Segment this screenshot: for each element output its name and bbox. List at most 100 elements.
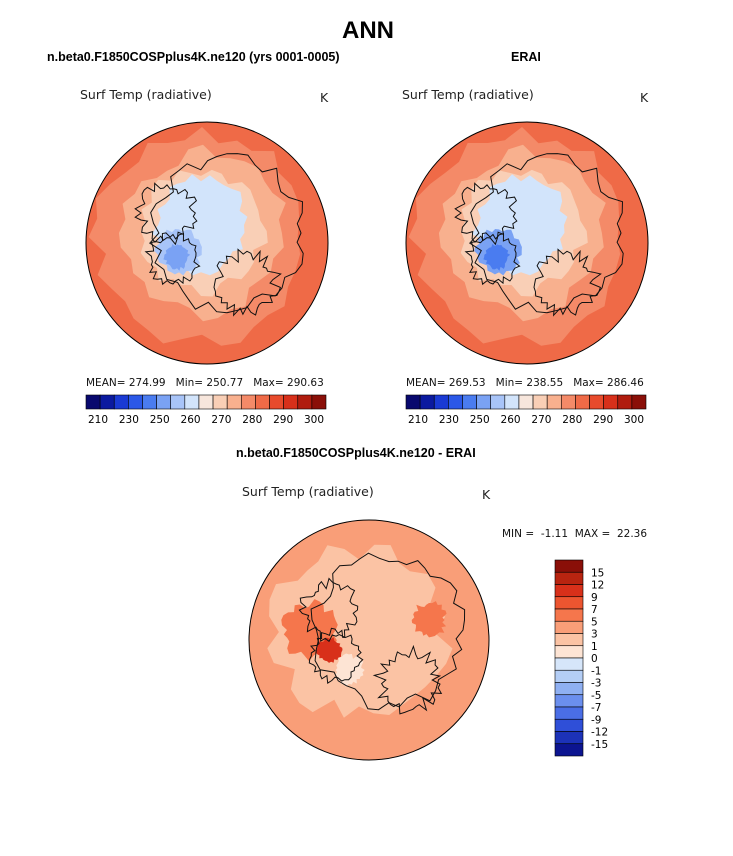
colorbar-1-tick-label: 260 <box>181 414 201 426</box>
colorbar-2-cell <box>490 394 506 410</box>
min-label: MIN = <box>502 528 535 540</box>
colorbar-3-tick-label: 5 <box>591 616 598 628</box>
colorbar-3-tick-label: -9 <box>591 714 601 726</box>
panel-3-variable-label: Surf Temp (radiative) <box>242 484 374 499</box>
panel-3-map <box>248 519 490 761</box>
panel-2-title: ERAI <box>511 50 541 64</box>
colorbar-3-cell <box>554 669 584 683</box>
min-label: Min= <box>175 377 204 389</box>
colorbar-2-cell <box>405 394 421 410</box>
panel-2-coastline <box>533 248 602 317</box>
colorbar-2-tick-label: 250 <box>470 414 490 426</box>
colorbar-3-cell <box>554 743 584 757</box>
panel-2-units: K <box>640 90 649 105</box>
colorbar-2-cell <box>476 394 492 410</box>
panel-3-coastline <box>310 552 466 711</box>
panel-3-stats: MIN = -1.11 MAX = 22.36 <box>502 528 647 540</box>
max-label: MAX = <box>574 528 611 540</box>
colorbar-3-tick-label: -5 <box>591 690 601 702</box>
colorbar-2-cell <box>462 394 477 410</box>
colorbar-1-cell <box>184 394 200 410</box>
colorbar-2-cell <box>504 394 520 410</box>
max-value: 22.36 <box>616 528 648 540</box>
colorbar-1-tick-label: 230 <box>119 414 139 426</box>
colorbar-1-cell <box>113 394 129 410</box>
max-value: 290.63 <box>287 377 324 389</box>
colorbar-1-cell <box>142 394 157 410</box>
colorbar-3-cell <box>554 731 584 745</box>
mean-value: 274.99 <box>128 377 166 389</box>
panel-2-coastline <box>469 153 624 314</box>
colorbar-3-cell <box>554 620 584 634</box>
panel-2-map <box>405 121 649 365</box>
colorbar-3-cell <box>554 694 584 708</box>
mean-label: MEAN= <box>86 377 126 389</box>
colorbar-3-cell <box>554 608 584 622</box>
colorbar-2-tick-label: 260 <box>501 414 521 426</box>
colorbar-3-cell <box>554 657 584 671</box>
colorbar-1-cell <box>283 394 299 410</box>
colorbar-2-cell <box>560 394 576 410</box>
panel-1-coastline <box>149 153 304 314</box>
colorbar-3-cell <box>554 596 584 610</box>
panel-3-units: K <box>482 487 491 502</box>
panel-3-title: n.beta0.F1850COSPplus4K.ne120 - ERAI <box>236 446 476 460</box>
colorbar-3-tick-label: 0 <box>591 653 598 665</box>
colorbar-3-tick-label: -15 <box>591 739 608 751</box>
colorbar-2-tick-label: 270 <box>531 414 551 426</box>
panel-1-map <box>85 121 329 365</box>
panel-1-border <box>85 121 329 365</box>
colorbar-1-cell <box>85 394 101 410</box>
panel-3-contour-band <box>267 544 453 718</box>
colorbar-3-tick-label: 12 <box>591 580 604 592</box>
colorbar-1-cell <box>128 394 143 410</box>
colorbar-2-tick-label: 300 <box>624 414 644 426</box>
colorbar-2-cell <box>419 394 435 410</box>
colorbar-2-cell <box>433 394 449 410</box>
panel-1-stats: MEAN= 274.99 Min= 250.77 Max= 290.63 <box>86 377 324 389</box>
min-label: Min= <box>495 377 524 389</box>
colorbar-2-tick-label: 280 <box>562 414 582 426</box>
colorbar-2-cell <box>546 394 562 410</box>
colorbar-3-cell <box>554 718 584 732</box>
figure-title: ANN <box>342 17 394 44</box>
panel-1-units: K <box>320 90 329 105</box>
colorbar-1-cell <box>240 394 256 410</box>
panel-1-coastline <box>144 232 201 286</box>
colorbar-3-cell <box>554 706 584 720</box>
colorbar-2-cell <box>617 394 633 410</box>
colorbar-2-tick-label: 210 <box>408 414 428 426</box>
panel-3-coastline <box>308 627 364 684</box>
colorbar-1-tick-label: 210 <box>88 414 108 426</box>
colorbar-3-tick-label: 1 <box>591 641 598 653</box>
colorbar-2-cell <box>575 394 590 410</box>
panel-1-variable-label: Surf Temp (radiative) <box>80 87 212 102</box>
mean-value: 269.53 <box>448 377 486 389</box>
min-value: 250.77 <box>206 377 244 389</box>
colorbar-3-tick-label: -1 <box>591 665 601 677</box>
colorbar-3-tick-label: 3 <box>591 629 598 641</box>
colorbar-2-cell <box>448 394 463 410</box>
colorbar-2-tick-label: 230 <box>439 414 459 426</box>
panel-2-border <box>405 121 649 365</box>
panel-1-coastline <box>213 248 282 317</box>
panel-3-coastline <box>298 577 359 643</box>
panel-2-variable-label: Surf Temp (radiative) <box>402 87 534 102</box>
colorbar-1-tick-label: 250 <box>150 414 170 426</box>
panel-3-border <box>248 519 490 761</box>
panel-2-contour-band <box>483 244 511 271</box>
colorbar-3-tick-label: -7 <box>591 702 601 714</box>
colorbar-1-cell <box>212 394 228 410</box>
panel-3-contour-band <box>335 653 365 687</box>
colorbar-3-cell <box>554 571 584 585</box>
colorbar-3-tick-label: -3 <box>591 678 601 690</box>
panel-1-coastline <box>134 182 198 246</box>
panel-3-contour-band <box>315 637 343 663</box>
colorbar-3-cell <box>554 559 584 573</box>
colorbar-1-tick-label: 280 <box>242 414 262 426</box>
mean-label: MEAN= <box>406 377 446 389</box>
panel-3-contour-band <box>411 601 447 638</box>
colorbar-1-cell <box>311 394 327 410</box>
colorbar-1-cell <box>226 394 242 410</box>
colorbar-2-cell <box>518 394 534 410</box>
